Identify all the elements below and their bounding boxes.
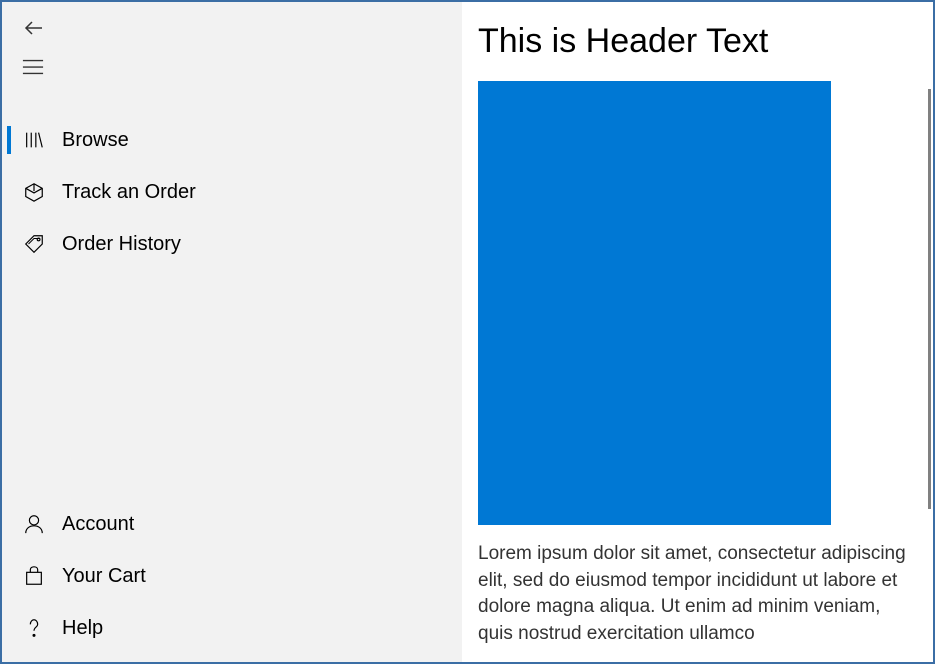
bag-icon xyxy=(22,564,46,588)
nav-label: Account xyxy=(62,513,134,536)
nav-item-help[interactable]: Help xyxy=(2,602,462,654)
hamburger-icon xyxy=(22,58,44,76)
nav-label: Help xyxy=(62,617,103,640)
sidebar: Browse Track an Order xyxy=(2,2,462,662)
package-icon xyxy=(22,180,46,204)
scrollbar[interactable] xyxy=(928,89,931,509)
nav-item-track-order[interactable]: Track an Order xyxy=(2,166,462,218)
nav-top: Browse Track an Order xyxy=(2,114,462,270)
back-button[interactable] xyxy=(2,2,462,50)
nav-item-cart[interactable]: Your Cart xyxy=(2,550,462,602)
nav-label: Track an Order xyxy=(62,181,196,204)
help-icon xyxy=(22,616,46,640)
back-arrow-icon xyxy=(22,16,46,40)
nav-item-account[interactable]: Account xyxy=(2,498,462,550)
nav-label: Order History xyxy=(62,233,181,256)
content-area: Lorem ipsum dolor sit amet, consectetur … xyxy=(478,81,917,662)
nav-item-order-history[interactable]: Order History xyxy=(2,218,462,270)
tag-icon xyxy=(22,232,46,256)
library-icon xyxy=(22,128,46,152)
nav-label: Your Cart xyxy=(62,565,146,588)
hero-image-placeholder xyxy=(478,81,831,525)
nav-item-browse[interactable]: Browse xyxy=(2,114,462,166)
nav-bottom: Account Your Cart Help xyxy=(2,498,462,654)
hamburger-button[interactable] xyxy=(2,50,462,96)
main-content: This is Header Text Lorem ipsum dolor si… xyxy=(462,2,933,662)
person-icon xyxy=(22,512,46,536)
page-header: This is Header Text xyxy=(478,2,917,81)
nav-label: Browse xyxy=(62,129,129,152)
body-text: Lorem ipsum dolor sit amet, consectetur … xyxy=(478,525,916,647)
